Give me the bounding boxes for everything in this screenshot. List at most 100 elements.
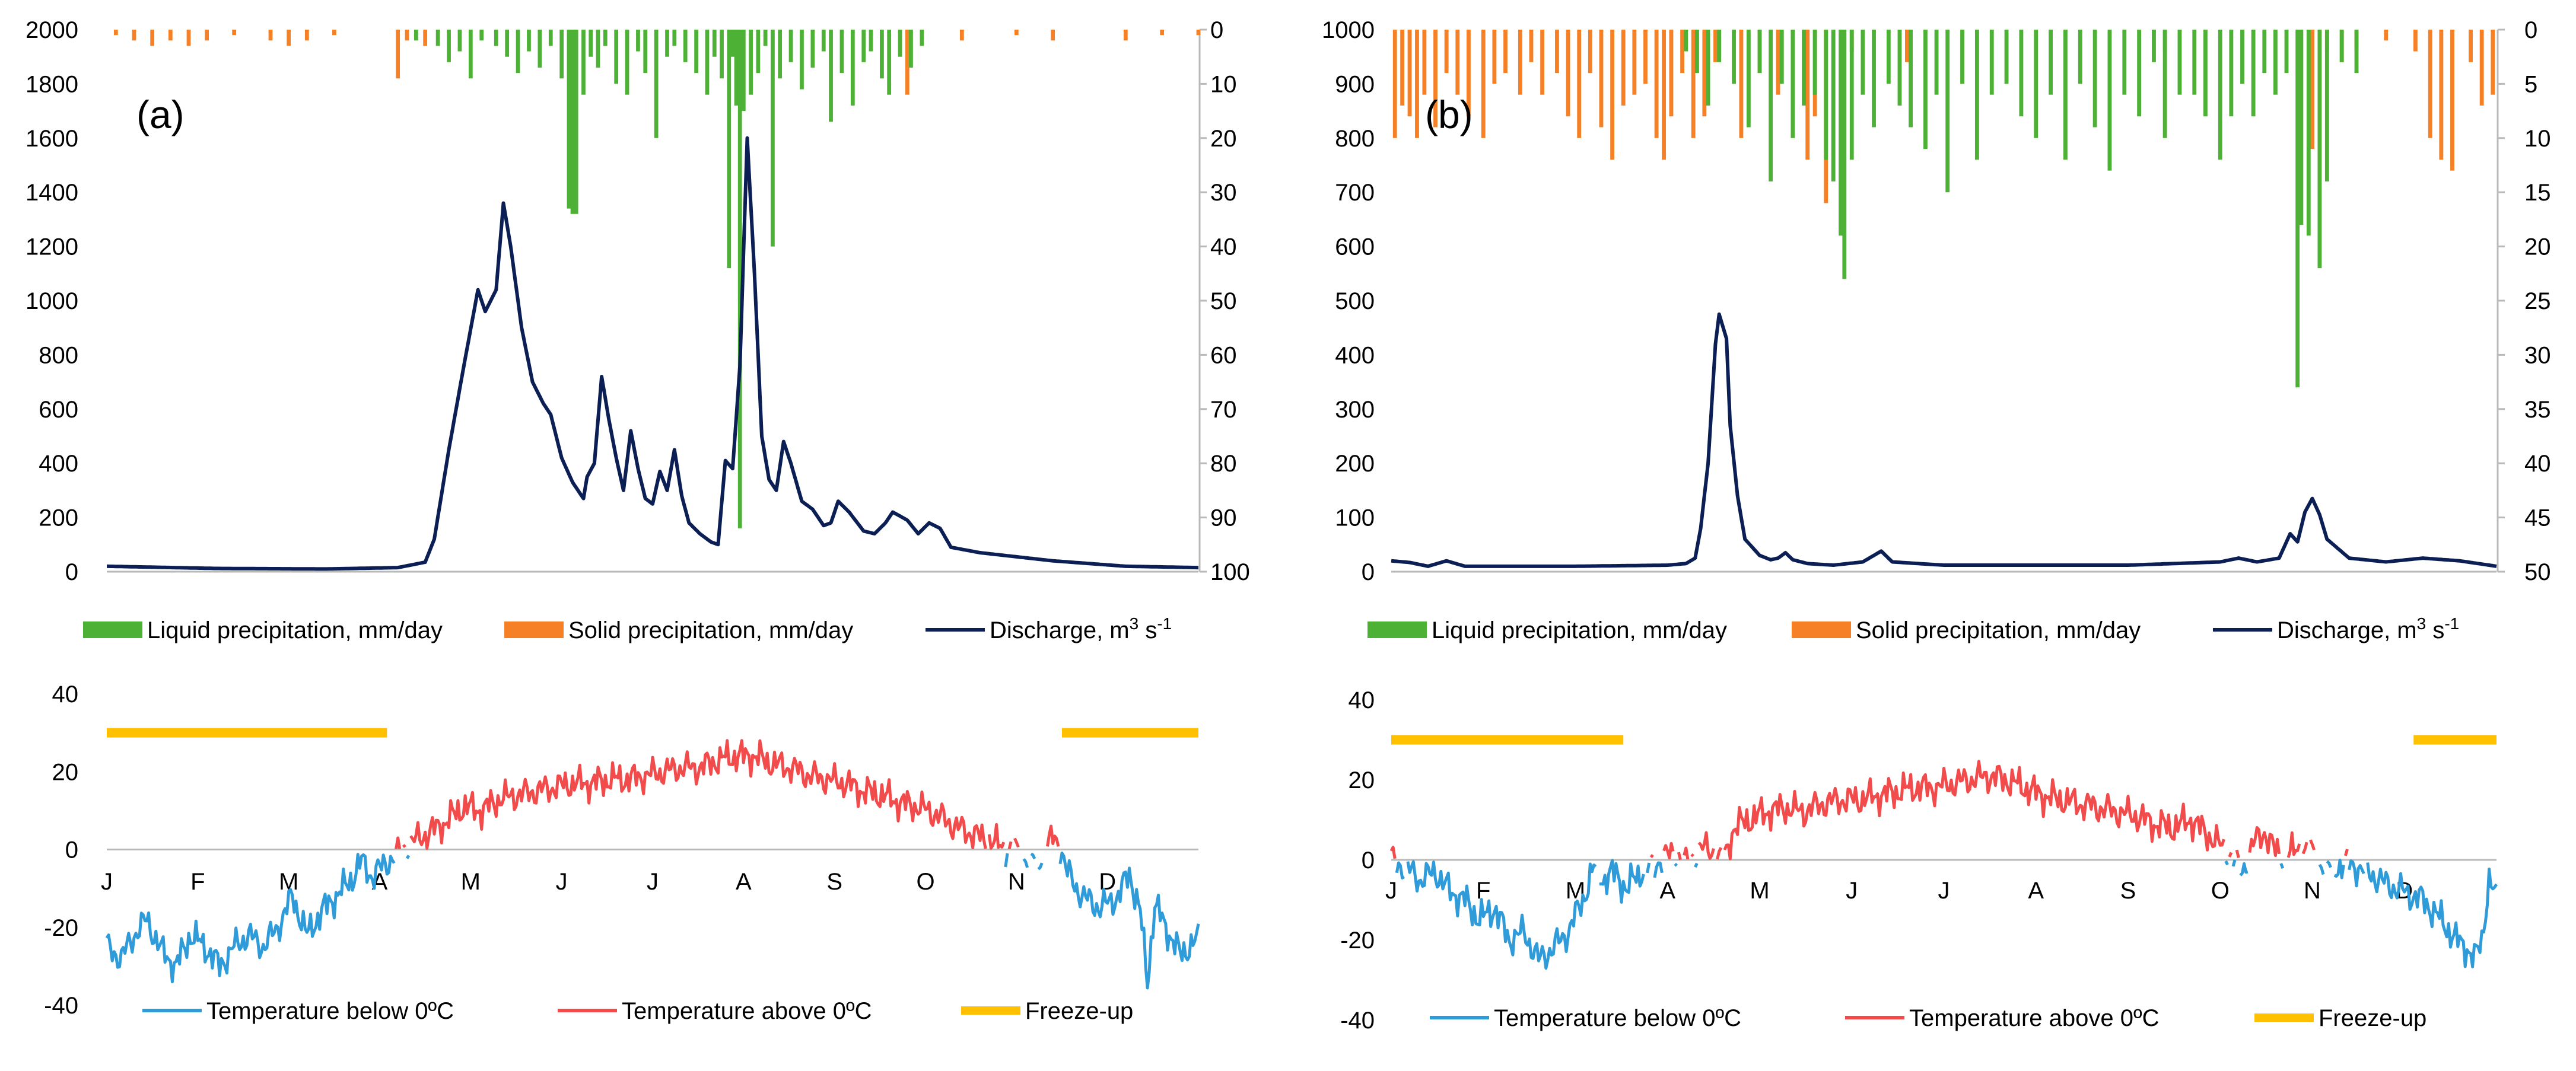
solid-precip-bar — [1455, 30, 1460, 95]
liquid-precip-bar — [1861, 30, 1865, 95]
liquid-precip-bar — [2295, 30, 2300, 388]
liquid-precip-bar — [2229, 30, 2234, 117]
liquid-precip-bar — [2192, 30, 2197, 95]
solid-precip-bar — [2439, 30, 2444, 160]
liquid-precip-bar — [898, 30, 902, 57]
panel-label: (b) — [1425, 93, 1473, 136]
liquid-precip-bar — [2122, 30, 2127, 95]
solid-precip-bar — [1196, 30, 1201, 36]
liquid-precip-bar — [705, 30, 710, 95]
liquid-precip-bar — [2354, 30, 2359, 74]
month-label: N — [1008, 869, 1025, 895]
left-tick-label: 1000 — [26, 288, 78, 314]
temperature-below-line — [105, 852, 1200, 990]
liquid-precip-bar — [1909, 30, 1913, 128]
solid-precip-bar — [905, 30, 909, 95]
solid-precip-bar — [2428, 30, 2432, 138]
solid-precip-bar — [1492, 30, 1497, 84]
solid-precip-bar — [304, 30, 309, 41]
solid-precip-bar — [1433, 30, 1438, 128]
legend-label-temp_below: Temperature below 0ºC — [206, 998, 454, 1024]
liquid-precip-bar — [1849, 30, 1854, 160]
solid-precip-bar — [1713, 30, 1718, 62]
month-label: S — [2120, 878, 2136, 904]
solid-precip-bar — [1739, 30, 1744, 138]
liquid-precip-bar — [527, 30, 531, 52]
liquid-precip-bar — [479, 30, 484, 41]
solid-precip-bar — [1610, 30, 1615, 160]
solid-precip-bar — [1680, 30, 1685, 74]
left-tick-label: 1000 — [1322, 17, 1375, 43]
liquid-precip-bar — [538, 30, 542, 68]
liquid-precip-bar — [570, 30, 575, 214]
solid-precip-bar — [1392, 30, 1397, 138]
liquid-precip-bar — [2284, 30, 2289, 74]
liquid-precip-bar — [1812, 30, 1817, 95]
temp-tick-label: 0 — [65, 837, 78, 863]
month-label: J — [556, 869, 568, 895]
liquid-precip-bar — [712, 30, 717, 57]
solid-precip-bar — [2479, 30, 2484, 106]
liquid-precip-bar — [829, 30, 833, 122]
panel-label: (a) — [136, 93, 185, 136]
liquid-precip-bar — [1824, 30, 1828, 160]
liquid-precip-bar — [589, 30, 593, 57]
solid-precip-bar — [268, 30, 273, 41]
right-tick-label: 40 — [2524, 451, 2551, 477]
month-label: J — [647, 869, 659, 895]
right-tick-label: 45 — [2524, 505, 2551, 531]
liquid-precip-bar — [1945, 30, 1950, 193]
temp-tick-label: -20 — [44, 915, 78, 941]
left-tick-label: 200 — [1335, 451, 1375, 477]
liquid-precip-bar — [1923, 30, 1928, 149]
solid-precip-bar — [1422, 30, 1427, 95]
right-tick-label: 50 — [1210, 288, 1237, 314]
liquid-precip-bar — [435, 30, 440, 46]
liquid-precip-bar — [2078, 30, 2082, 84]
solid-precip-bar — [1654, 30, 1659, 138]
solid-precip-bar — [2469, 30, 2473, 62]
liquid-precip-bar — [749, 30, 753, 95]
liquid-precip-bar — [1886, 30, 1891, 84]
solid-precip-bar — [1400, 30, 1405, 106]
liquid-precip-bar — [2251, 30, 2256, 117]
month-label: J — [1385, 878, 1397, 904]
temp-tick-label: 40 — [52, 681, 79, 707]
liquid-precip-bar — [2004, 30, 2009, 84]
liquid-precip-bar — [1831, 30, 1836, 181]
right-tick-label: 70 — [1210, 397, 1237, 423]
solid-precip-bar — [186, 30, 191, 46]
solid-precip-bar — [287, 30, 291, 46]
solid-precip-bar — [396, 30, 400, 79]
discharge-line — [107, 136, 1198, 571]
solid-precip-bar — [1643, 30, 1648, 84]
temp-tick-label: -40 — [1340, 1008, 1375, 1034]
liquid-precip-bar — [665, 30, 669, 57]
liquid-precip-bar — [1989, 30, 1994, 95]
legend-label-liquid: Liquid precipitation, mm/day — [1432, 617, 1727, 643]
liquid-precip-bar — [737, 30, 742, 528]
liquid-precip-bar — [494, 30, 498, 46]
right-tick-label: 10 — [1210, 71, 1237, 97]
liquid-precip-bar — [1897, 30, 1902, 106]
liquid-precip-bar — [2203, 30, 2208, 117]
liquid-precip-bar — [1684, 30, 1688, 52]
right-tick-label: 5 — [2524, 71, 2537, 97]
liquid-precip-bar — [2262, 30, 2267, 74]
month-label: O — [2211, 878, 2230, 904]
liquid-precip-bar — [909, 30, 913, 68]
temp-tick-label: 0 — [1362, 847, 1375, 874]
liquid-precip-bar — [1791, 30, 1795, 138]
liquid-precip-bar — [920, 30, 924, 46]
solid-precip-bar — [332, 30, 336, 36]
left-tick-label: 900 — [1335, 71, 1375, 97]
right-tick-label: 20 — [2524, 234, 2551, 260]
left-tick-label: 300 — [1335, 397, 1375, 423]
right-tick-label: 20 — [1210, 126, 1237, 152]
right-tick-label: 35 — [2524, 397, 2551, 423]
solid-precip-bar — [1014, 30, 1019, 36]
solid-precip-bar — [1662, 30, 1666, 160]
liquid-precip-bar — [603, 30, 608, 46]
temperature-above-line — [395, 739, 1060, 850]
solid-precip-bar — [1588, 30, 1592, 74]
